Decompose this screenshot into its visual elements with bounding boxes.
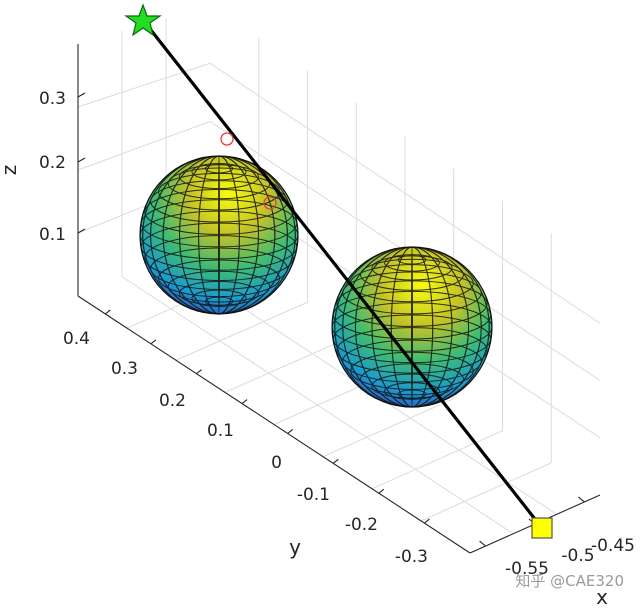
watermark: 知乎 @CAE320: [515, 572, 624, 590]
mesh-longitude: [162, 156, 276, 314]
y-tick: [196, 369, 202, 375]
y-tick: [332, 458, 339, 464]
y-tick: [241, 399, 248, 405]
mesh-longitude: [342, 247, 482, 407]
grid-line: [77, 121, 211, 171]
mesh-longitude: [390, 247, 434, 407]
trajectory-line: [141, 19, 544, 529]
z-tick-label: 0.2: [39, 153, 66, 173]
z-tick: [77, 228, 86, 234]
mesh-longitude: [411, 247, 413, 407]
z-tick-label: 0.1: [39, 225, 66, 245]
y-tick-label: 0.4: [63, 329, 90, 349]
mesh-longitude: [198, 156, 240, 314]
y-tick-label: 0.1: [207, 421, 234, 441]
y-tick-label: 0: [271, 453, 282, 473]
y-axis-line: [77, 295, 471, 554]
grid-line: [322, 398, 454, 458]
y-tick: [287, 429, 294, 434]
grid-line: [371, 430, 503, 490]
z-tick-label: 0.3: [39, 89, 66, 109]
mesh-longitude: [371, 247, 453, 407]
y-tick-label: -0.3: [395, 547, 428, 567]
mesh-longitude: [334, 247, 490, 407]
y-tick: [424, 518, 430, 524]
grid-line: [209, 62, 601, 324]
x-tick-label: -0.45: [591, 536, 635, 556]
x-tick: [578, 496, 585, 503]
mesh-longitude: [150, 156, 288, 314]
y-tick-labels: 0.4 0.3 0.2 0.1 0 -0.1 -0.2 -0.3: [63, 329, 428, 567]
x-axis-label: x: [596, 585, 608, 609]
z-tick-labels: 0.3 0.2 0.1: [39, 89, 66, 245]
y-tick-label: -0.2: [345, 515, 378, 535]
z-axis-label: z: [0, 165, 21, 176]
y-tick: [105, 309, 111, 315]
grid-line: [420, 462, 552, 522]
z-tick: [77, 157, 86, 163]
x-tick-label: -0.55: [505, 559, 549, 579]
end-marker-square: [531, 517, 553, 539]
start-marker-pentagram: [124, 3, 162, 37]
grid-line: [175, 301, 308, 361]
x-tick-label: -0.5: [561, 546, 594, 566]
mesh-longitude: [179, 156, 259, 314]
y-tick: [378, 488, 385, 494]
x-tick: [479, 540, 486, 547]
z-tick: [77, 92, 86, 98]
mesh-longitude: [354, 247, 470, 407]
mesh-longitude: [142, 156, 296, 314]
y-axis-label: y: [289, 535, 301, 559]
y-tick-label: -0.1: [297, 485, 330, 505]
y-tick-label: 0.3: [111, 359, 138, 379]
sphere-2: [331, 246, 493, 408]
x-tick-labels: -0.55 -0.5 -0.45: [505, 536, 635, 579]
sphere-1: [139, 155, 299, 315]
y-tick: [150, 339, 157, 345]
mesh-longitude: [218, 156, 220, 314]
intersection-marker-2: [263, 196, 277, 210]
intersection-marker-1: [220, 132, 234, 146]
y-tick-label: 0.2: [159, 391, 186, 411]
grid-line: [77, 62, 211, 108]
